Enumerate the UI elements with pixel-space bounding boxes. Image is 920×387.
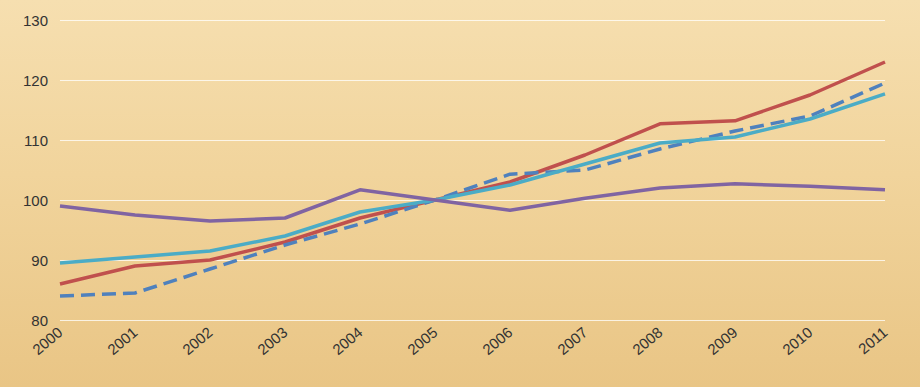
svg-text:2004: 2004 — [329, 323, 365, 357]
svg-text:2011: 2011 — [855, 323, 891, 357]
svg-text:110: 110 — [24, 132, 48, 149]
svg-text:120: 120 — [23, 72, 48, 89]
svg-text:2007: 2007 — [554, 323, 590, 357]
svg-text:2002: 2002 — [179, 323, 215, 357]
svg-text:90: 90 — [31, 252, 48, 269]
svg-text:100: 100 — [23, 192, 48, 209]
svg-text:2009: 2009 — [704, 323, 740, 357]
svg-text:2005: 2005 — [404, 323, 440, 357]
svg-text:2001: 2001 — [104, 323, 140, 357]
svg-text:130: 130 — [23, 12, 48, 29]
svg-text:2006: 2006 — [479, 323, 515, 357]
svg-text:2008: 2008 — [629, 323, 665, 357]
svg-text:2000: 2000 — [29, 323, 65, 357]
svg-text:2010: 2010 — [779, 323, 815, 357]
svg-text:80: 80 — [31, 312, 48, 329]
svg-text:2003: 2003 — [254, 323, 290, 357]
